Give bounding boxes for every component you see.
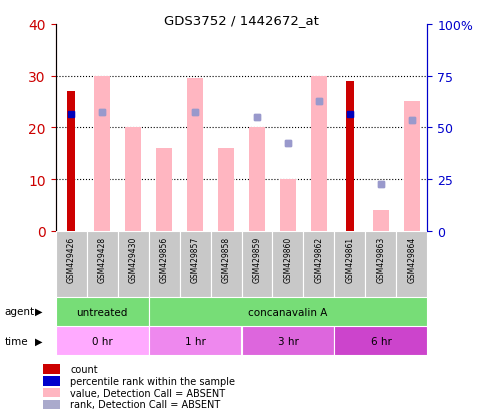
Bar (211, 231, 242, 297)
Bar (117, 231, 149, 297)
Text: GSM429861: GSM429861 (345, 236, 355, 282)
Text: ▶: ▶ (35, 336, 43, 346)
Text: GSM429857: GSM429857 (190, 236, 199, 282)
Bar (67, 92, 75, 231)
Bar (303, 231, 334, 297)
Bar (242, 326, 334, 355)
Text: 3 hr: 3 hr (278, 336, 298, 346)
Bar (43, 364, 60, 374)
Bar (334, 326, 427, 355)
Text: GSM429862: GSM429862 (314, 236, 324, 282)
Bar (334, 231, 366, 297)
Text: 6 hr: 6 hr (370, 336, 391, 346)
Bar (373, 211, 389, 231)
Bar (180, 231, 211, 297)
Bar (366, 231, 397, 297)
Text: time: time (5, 336, 28, 346)
Text: 0 hr: 0 hr (92, 336, 113, 346)
Bar (149, 326, 242, 355)
Text: ▶: ▶ (35, 306, 43, 316)
Bar (43, 388, 60, 397)
Text: GSM429863: GSM429863 (376, 236, 385, 282)
Text: GSM429426: GSM429426 (67, 236, 75, 282)
Text: GSM429428: GSM429428 (98, 236, 107, 282)
Text: agent: agent (5, 306, 35, 316)
Bar (346, 82, 354, 231)
Text: GSM429864: GSM429864 (408, 236, 416, 282)
Text: GSM429859: GSM429859 (253, 236, 261, 282)
Bar (149, 297, 427, 326)
Bar (404, 102, 420, 231)
Text: untreated: untreated (76, 307, 128, 317)
Bar (56, 326, 149, 355)
Text: GSM429430: GSM429430 (128, 236, 138, 282)
Bar (149, 231, 180, 297)
Bar (156, 149, 172, 231)
Text: count: count (70, 364, 98, 374)
Text: rank, Detection Call = ABSENT: rank, Detection Call = ABSENT (70, 399, 220, 409)
Bar (218, 149, 234, 231)
Text: GSM429858: GSM429858 (222, 236, 230, 282)
Bar (56, 297, 149, 326)
Bar (43, 400, 60, 409)
Bar (242, 231, 272, 297)
Bar (187, 79, 203, 231)
Bar (56, 231, 86, 297)
Text: GSM429860: GSM429860 (284, 236, 293, 282)
Text: percentile rank within the sample: percentile rank within the sample (70, 376, 235, 386)
Text: 1 hr: 1 hr (185, 336, 205, 346)
Bar (311, 76, 327, 231)
Bar (280, 180, 296, 231)
Text: value, Detection Call = ABSENT: value, Detection Call = ABSENT (70, 388, 225, 398)
Bar (86, 231, 117, 297)
Text: GSM429856: GSM429856 (159, 236, 169, 282)
Text: concanavalin A: concanavalin A (248, 307, 327, 317)
Bar (43, 376, 60, 386)
Bar (125, 128, 141, 231)
Bar (94, 76, 110, 231)
Bar (397, 231, 427, 297)
Bar (249, 128, 265, 231)
Text: GDS3752 / 1442672_at: GDS3752 / 1442672_at (164, 14, 319, 27)
Bar (272, 231, 303, 297)
